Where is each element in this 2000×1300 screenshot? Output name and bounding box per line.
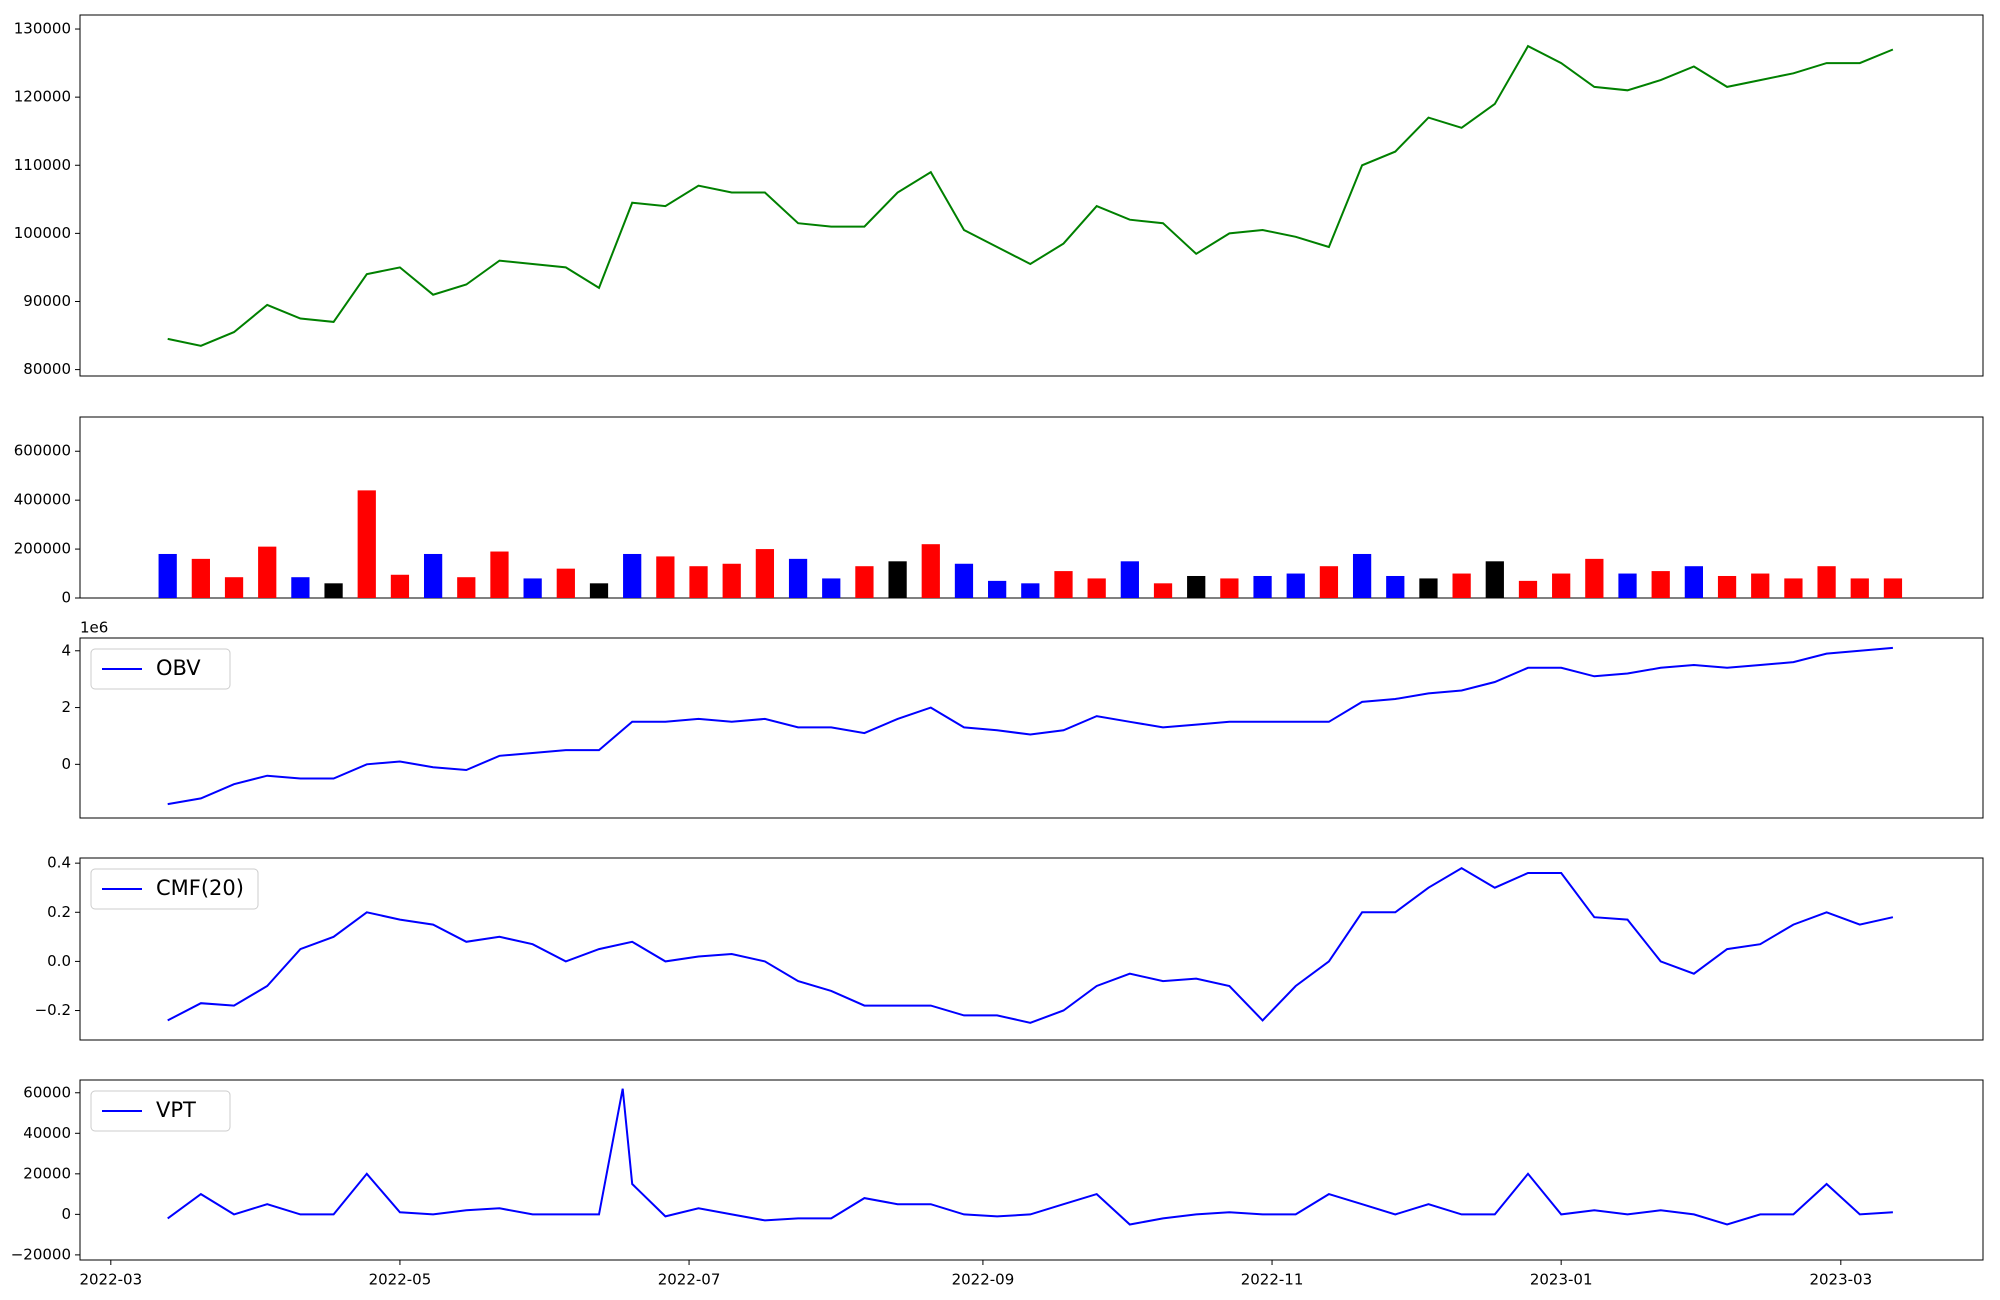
volume-bar: [1552, 573, 1571, 598]
y-tick-label: 40000: [23, 1124, 71, 1142]
volume-bar: [855, 566, 874, 598]
volume-bar: [1286, 573, 1305, 598]
volume-bar: [457, 577, 476, 598]
y-tick-label: 200000: [14, 540, 71, 558]
volume-bar: [1751, 573, 1770, 598]
volume-bar: [1153, 583, 1173, 598]
x-tick-label: 2022-07: [658, 1271, 721, 1289]
x-tick-label: 2022-09: [952, 1271, 1015, 1289]
volume-bar: [1120, 561, 1139, 598]
y-tick-label: 80000: [23, 360, 71, 378]
volume-bar: [1485, 561, 1504, 598]
y-tick-label: 60000: [23, 1083, 71, 1101]
volume-bar: [921, 544, 940, 598]
y-tick-label: 0.4: [47, 854, 71, 872]
volume-bar: [1452, 573, 1471, 598]
y-tick-label: 0: [61, 1205, 71, 1223]
volume-bar: [423, 553, 443, 598]
x-tick-label: 2022-05: [369, 1271, 432, 1289]
volume-bar: [224, 577, 244, 598]
volume-bar: [158, 553, 177, 598]
volume-bar: [988, 580, 1007, 598]
volume-bar: [490, 551, 509, 598]
legend-box: [90, 648, 231, 690]
legend-label: CMF(20): [156, 876, 244, 900]
volume-bar: [722, 563, 741, 598]
line: [167, 646, 1893, 806]
y-tick-label: −20000: [11, 1245, 71, 1263]
volume-bar: [755, 549, 775, 598]
x-tick-label: 2023-03: [1809, 1271, 1872, 1289]
plot-frame: [79, 857, 1984, 1041]
volume-bar: [1618, 573, 1637, 598]
x-tick-label: 2023-01: [1530, 1271, 1593, 1289]
volume-bar: [1651, 571, 1670, 598]
volume-bar: [1817, 566, 1836, 598]
volume-bar: [589, 583, 609, 598]
legend-box: [90, 1090, 231, 1132]
volume-bar: [1850, 578, 1869, 598]
plot-frame: [79, 637, 1984, 819]
line: [167, 866, 1894, 1024]
volume-bar: [656, 556, 675, 598]
volume-bar: [191, 558, 210, 598]
axis-offset-label: 1e6: [80, 619, 108, 637]
line: [167, 44, 1894, 347]
volume-bar: [324, 583, 343, 598]
volume-bar: [1253, 575, 1272, 598]
volume-bar: [623, 553, 642, 598]
plot-frame: [79, 14, 1984, 377]
y-tick-label: 130000: [14, 20, 71, 38]
volume-bar: [291, 577, 310, 598]
volume-bar: [1684, 566, 1704, 598]
y-tick-label: 0: [61, 755, 71, 773]
legend-label: OBV: [156, 656, 201, 680]
volume-bar: [1087, 578, 1106, 598]
legend-label: VPT: [156, 1098, 196, 1122]
volume-bar: [1187, 575, 1206, 598]
y-tick-label: 20000: [23, 1164, 71, 1182]
line: [167, 1088, 1893, 1226]
volume-bar: [556, 568, 575, 598]
volume-bar: [1585, 558, 1604, 598]
y-tick-label: 0.0: [47, 952, 71, 970]
volume-bar: [788, 558, 808, 598]
legend-box: [90, 868, 259, 910]
volume-bar: [1717, 575, 1737, 598]
volume-bar: [1021, 583, 1040, 598]
volume-bar: [1352, 553, 1372, 598]
volume-bar: [1784, 578, 1803, 598]
y-tick-label: 90000: [23, 292, 71, 310]
y-tick-label: 600000: [14, 442, 71, 460]
x-tick-label: 2022-03: [79, 1271, 142, 1289]
volume-bar: [822, 578, 841, 598]
volume-bar: [1220, 578, 1239, 598]
volume-bar: [1319, 566, 1339, 598]
y-tick-label: 4: [61, 641, 71, 659]
y-tick-label: 120000: [14, 88, 71, 106]
y-tick-label: 400000: [14, 491, 71, 509]
volume-bar: [390, 574, 410, 598]
y-tick-label: 0: [61, 589, 71, 607]
volume-bar: [1883, 578, 1903, 598]
volume-bar: [1518, 580, 1538, 598]
x-tick-label: 2022-11: [1241, 1271, 1304, 1289]
volume-bar: [357, 490, 376, 598]
volume-bar: [954, 563, 974, 598]
plot-frame: [79, 1079, 1984, 1261]
y-tick-label: 0.2: [47, 903, 71, 921]
volume-bar: [1386, 575, 1405, 598]
y-tick-label: −0.2: [35, 1001, 71, 1019]
volume-bar: [523, 578, 542, 598]
y-tick-label: 100000: [14, 224, 71, 242]
volume-bar: [258, 546, 277, 598]
y-tick-label: 110000: [14, 156, 71, 174]
y-tick-label: 2: [61, 698, 71, 716]
volume-bar: [689, 566, 708, 598]
volume-bar: [1419, 578, 1438, 598]
volume-bar: [888, 561, 907, 598]
volume-bar: [1054, 571, 1073, 598]
